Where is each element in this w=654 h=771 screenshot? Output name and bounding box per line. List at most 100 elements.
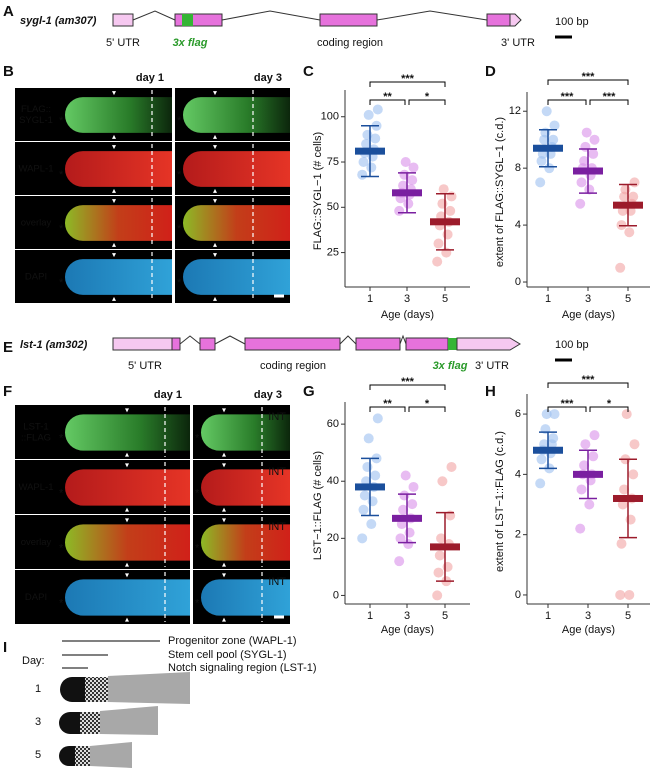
legend-text: Notch signaling region (LST-1) <box>168 662 317 674</box>
utr-arrow <box>509 13 522 27</box>
y-axis-label: LST−1::FLAG (# cells) <box>312 451 324 560</box>
data-point <box>624 589 635 600</box>
y-tick-label: 0 <box>333 589 339 601</box>
arrowhead <box>222 562 226 567</box>
distal-marker: * <box>59 487 64 499</box>
data-point <box>432 590 443 601</box>
channel-label: overlay <box>21 537 52 548</box>
data-point <box>575 198 586 209</box>
significance-bracket <box>547 406 587 412</box>
arrowhead <box>125 507 129 512</box>
progenitor-shape <box>100 706 158 735</box>
channel-label: WAPL-1 <box>18 164 53 175</box>
column-title: day 1 <box>136 72 164 84</box>
scale-label: 100 bp <box>555 16 589 28</box>
significance-label: *** <box>603 91 617 103</box>
gonad <box>183 97 290 133</box>
y-tick-label: 20 <box>327 532 339 544</box>
data-point <box>370 133 381 144</box>
significance-label: * <box>607 398 612 410</box>
data-point <box>535 478 546 489</box>
arrowhead <box>125 573 129 578</box>
data-point <box>363 433 374 444</box>
label-column <box>15 570 57 624</box>
data-point <box>619 484 630 495</box>
flag-label: 3x flag <box>433 360 468 372</box>
notch-shape <box>59 712 80 734</box>
significance-bracket <box>547 99 587 105</box>
exon <box>199 337 216 351</box>
data-point <box>441 247 452 258</box>
data-point <box>541 106 552 117</box>
data-point <box>437 476 448 487</box>
data-point <box>576 177 587 188</box>
x-axis-label: Age (days) <box>562 309 615 321</box>
data-point <box>403 539 414 550</box>
arrowhead <box>125 617 129 622</box>
data-point <box>366 162 377 173</box>
significance-label: ** <box>383 398 392 410</box>
panel-letter: D <box>485 63 496 80</box>
y-tick-label: 75 <box>327 156 339 168</box>
panel-letter: B <box>3 63 14 80</box>
x-tick-label: 5 <box>625 293 631 305</box>
arrowhead <box>213 134 217 139</box>
panel-letter: H <box>485 383 496 400</box>
x-tick-label: 5 <box>442 293 448 305</box>
arrowhead <box>213 253 217 258</box>
significance-label: *** <box>561 91 575 103</box>
data-point <box>589 134 600 145</box>
data-point <box>357 169 368 180</box>
arrowhead <box>213 188 217 193</box>
distal-marker: * <box>59 169 64 181</box>
arrowhead <box>222 452 226 457</box>
distal-marker: * <box>195 432 200 444</box>
mean-bar <box>533 446 563 454</box>
arrowhead <box>222 463 226 468</box>
data-point <box>434 550 445 561</box>
arrowhead <box>222 573 226 578</box>
intron <box>179 335 201 345</box>
progenitor-shape <box>108 672 190 704</box>
int-label: INT <box>268 521 286 533</box>
data-point <box>628 191 639 202</box>
arrowhead <box>213 145 217 150</box>
mean-bar <box>392 189 422 197</box>
panel-letter: A <box>3 3 14 20</box>
arrowhead <box>112 253 116 258</box>
data-point <box>372 104 383 115</box>
distal-marker: * <box>59 223 64 235</box>
intron <box>399 334 407 345</box>
data-point <box>579 156 590 167</box>
arrowhead <box>112 242 116 247</box>
data-point <box>615 262 626 273</box>
distal-marker: * <box>59 115 64 127</box>
data-point <box>588 148 599 159</box>
label-column <box>15 142 57 195</box>
flag-label: 3x flag <box>173 37 208 49</box>
arrowhead <box>213 242 217 247</box>
x-tick-label: 5 <box>442 610 448 622</box>
data-point <box>358 504 369 515</box>
data-point <box>400 157 411 168</box>
panel-letter: I <box>3 639 7 656</box>
channel-label: LST-1 <box>23 422 48 433</box>
data-point <box>432 256 443 267</box>
label-column <box>15 196 57 249</box>
notch-shape <box>59 746 75 766</box>
arrowhead <box>222 617 226 622</box>
day: 5 <box>35 749 41 761</box>
gene-diagram-a: sygl-1 (am307) 5' UTR 3x flag coding reg… <box>20 10 589 49</box>
progenitor-shape <box>90 742 132 768</box>
data-point <box>399 169 410 180</box>
data-point <box>400 470 411 481</box>
data-point <box>361 138 372 149</box>
y-tick-label: 0 <box>515 276 521 288</box>
data-point <box>372 413 383 424</box>
data-point <box>621 409 632 420</box>
x-tick-label: 1 <box>545 610 551 622</box>
data-point <box>442 561 453 572</box>
distal-marker: * <box>177 169 182 181</box>
arrowhead <box>222 507 226 512</box>
mean-bar <box>573 167 603 175</box>
